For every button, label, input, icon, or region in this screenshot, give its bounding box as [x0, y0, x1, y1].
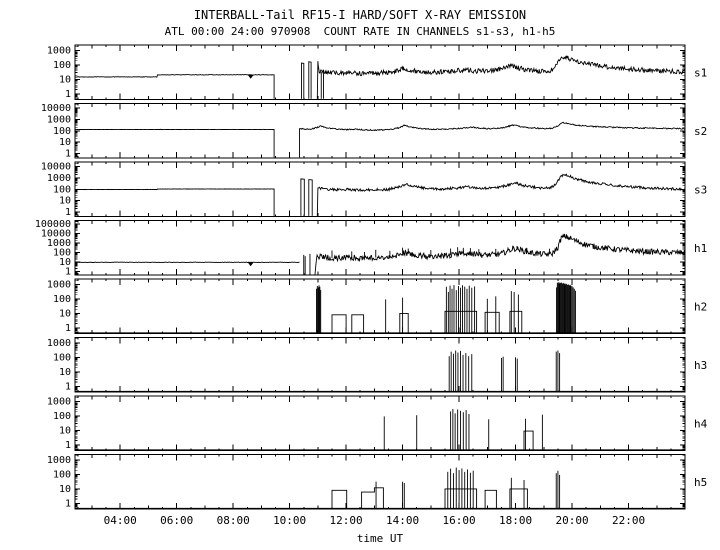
series-h2	[484, 311, 500, 333]
series-s3	[308, 179, 313, 216]
gap-marker	[247, 262, 254, 267]
x-tick-label: 06:00	[160, 514, 193, 527]
x-tick-label: 04:00	[104, 514, 137, 527]
y-tick-label: 1	[65, 440, 71, 451]
y-tick-label: 100	[53, 126, 71, 137]
y-tick-label: 10	[59, 367, 71, 378]
y-tick-label: 1000	[47, 238, 71, 249]
channel-label-h2: h2	[694, 300, 707, 313]
y-tick-label: 1	[65, 89, 71, 100]
series-h2	[399, 312, 409, 333]
y-tick-label: 10	[59, 257, 71, 268]
y-tick-label: 100	[53, 470, 71, 481]
series-h5	[484, 489, 497, 509]
y-tick-label: 100	[53, 294, 71, 305]
y-tick-label: 10	[59, 484, 71, 495]
y-tick-label: 100	[53, 184, 71, 195]
x-tick-label: 16:00	[443, 514, 476, 527]
x-tick-label: 20:00	[555, 514, 588, 527]
series-h4	[523, 430, 534, 450]
x-tick-label: 08:00	[217, 514, 250, 527]
series-h5	[444, 488, 478, 509]
series-s1	[316, 55, 686, 99]
series-h5	[509, 488, 528, 509]
series-s3	[74, 188, 275, 216]
series-h1	[314, 233, 686, 275]
series-s2	[299, 121, 686, 158]
y-tick-label: 1	[65, 381, 71, 392]
panel-s1: 1 10 100 1000 s1	[47, 44, 707, 100]
panel-h5: 1 10 100 1000 h5 04:00 06:00 08:00 10:00 12:00 14:…	[47, 454, 707, 527]
y-tick-label: 1000	[47, 173, 71, 184]
y-tick-label: 1000	[47, 46, 71, 57]
chart-subtitle: ATL 00:00 24:00 970908 COUNT RATE IN CHA…	[164, 25, 556, 38]
y-tick-label: 100	[53, 247, 71, 258]
y-tick-label: 10	[59, 196, 71, 207]
y-tick-label: 1000	[47, 114, 71, 125]
y-tick-label: 1	[65, 207, 71, 218]
channel-label-s2: s2	[694, 125, 707, 138]
y-tick-label: 10	[59, 308, 71, 319]
series-h5	[361, 487, 384, 509]
channel-label-h4: h4	[694, 417, 708, 430]
channel-label-s1: s1	[694, 66, 707, 79]
x-tick-label: 18:00	[499, 514, 532, 527]
series-s3	[300, 178, 305, 216]
y-tick-label: 1	[65, 148, 71, 159]
y-tick-label: 100	[53, 353, 71, 364]
y-tick-label: 100	[53, 60, 71, 71]
y-tick-label: 10	[59, 137, 71, 148]
series-s1	[308, 61, 312, 99]
series-h5	[331, 489, 348, 509]
x-tick-label: 22:00	[612, 514, 645, 527]
gap-marker	[247, 74, 254, 79]
series-h2	[509, 310, 523, 333]
series-s1	[74, 74, 275, 99]
chart-title: INTERBALL-Tail RF15-I HARD/SOFT X-RAY EM…	[193, 8, 527, 22]
y-tick-label: 10000	[41, 229, 71, 240]
x-tick-label: 10:00	[273, 514, 306, 527]
y-tick-label: 1	[65, 266, 71, 277]
y-tick-label: 1	[65, 498, 71, 509]
x-tick-label: 12:00	[330, 514, 363, 527]
channel-label-h5: h5	[694, 476, 707, 489]
y-tick-label: 10000	[41, 103, 71, 114]
x-axis-label: time UT	[356, 532, 404, 545]
channel-label-h3: h3	[694, 359, 707, 372]
y-tick-label: 1000	[47, 280, 71, 291]
series-s2	[75, 128, 275, 158]
series-h2	[331, 314, 347, 333]
panel-h2: 1 10 100 1000 h2	[47, 278, 707, 334]
panel-h3: 1 10 100 1000 h3	[47, 337, 707, 393]
y-tick-label: 1000	[47, 397, 71, 408]
x-tick-label: 14:00	[386, 514, 419, 527]
series-s1	[301, 62, 305, 99]
series-s3	[316, 173, 686, 216]
y-tick-label: 1	[65, 323, 71, 334]
channel-label-h1: h1	[694, 242, 707, 255]
y-tick-label: 10000	[41, 162, 71, 173]
y-tick-label: 1000	[47, 455, 71, 466]
y-tick-label: 100000	[35, 219, 71, 230]
y-tick-label: 10	[59, 74, 71, 85]
y-tick-label: 1000	[47, 338, 71, 349]
panel-h4: 1 10 100 1000 h4	[47, 395, 708, 451]
y-tick-label: 100	[53, 411, 71, 422]
y-tick-label: 10	[59, 425, 71, 436]
series-h2	[351, 314, 365, 333]
channel-label-s3: s3	[694, 183, 707, 196]
